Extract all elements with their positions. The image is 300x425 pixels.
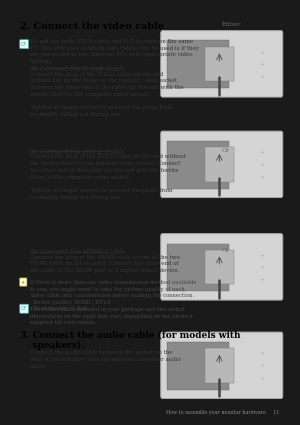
FancyBboxPatch shape — [161, 31, 283, 97]
Text: CF: CF — [21, 306, 27, 311]
Text: The video cables included in your package and the socket
illustrations on the ri: The video cables included in your packag… — [30, 307, 193, 325]
FancyBboxPatch shape — [20, 40, 28, 49]
Bar — [167, 342, 229, 390]
Bar — [167, 141, 229, 189]
Text: Connect the plug of the D-Sub cable (at the end
without the ferrite filter) to t: Connect the plug of the D-Sub cable (at … — [30, 71, 184, 117]
FancyBboxPatch shape — [20, 304, 28, 313]
Text: CF: CF — [21, 42, 27, 47]
Text: To Connect the HDMI Cable: To Connect the HDMI Cable — [30, 249, 125, 256]
Text: If there is more than one video transmission method available
to you, you might : If there is more than one video transmis… — [30, 280, 197, 311]
Bar — [205, 348, 234, 382]
Text: 3. Connect the audio cable (for models with
    speakers).: 3. Connect the audio cable (for models w… — [20, 331, 241, 350]
FancyBboxPatch shape — [161, 131, 283, 198]
Text: Or: Or — [222, 148, 230, 153]
Text: Connect the plug of the DVI-D cable (at the end without
the ferrite filter) to t: Connect the plug of the DVI-D cable (at … — [30, 154, 186, 200]
FancyBboxPatch shape — [20, 278, 27, 286]
Text: ★: ★ — [21, 280, 26, 285]
Text: To Connect the D-Sub Cable: To Connect the D-Sub Cable — [30, 65, 125, 73]
Bar — [205, 249, 234, 284]
Text: Do not use both DVI-D cable and D-Sub cable on the same
PC. The only case in whi: Do not use both DVI-D cable and D-Sub ca… — [30, 39, 199, 64]
FancyBboxPatch shape — [161, 332, 283, 399]
Text: Connect the plug of the HDMI cable to one of the two
HDMI ports on the monitor. : Connect the plug of the HDMI cable to on… — [30, 255, 180, 273]
Text: To Connect the DVI-D Cable: To Connect the DVI-D Cable — [30, 148, 124, 156]
Bar — [205, 47, 234, 81]
Text: Either: Either — [222, 22, 241, 27]
Bar — [167, 244, 229, 292]
Bar — [167, 40, 229, 88]
FancyBboxPatch shape — [161, 234, 283, 300]
Text: Or: Or — [222, 249, 230, 253]
Text: Connect the audio cable between the socket on the
rear of the monitor (Line In) : Connect the audio cable between the sock… — [30, 350, 181, 369]
Text: How to assemble your monitor hardware     11: How to assemble your monitor hardware 11 — [166, 410, 280, 414]
Bar — [205, 147, 234, 181]
Text: 2. Connect the video cable: 2. Connect the video cable — [20, 22, 164, 31]
